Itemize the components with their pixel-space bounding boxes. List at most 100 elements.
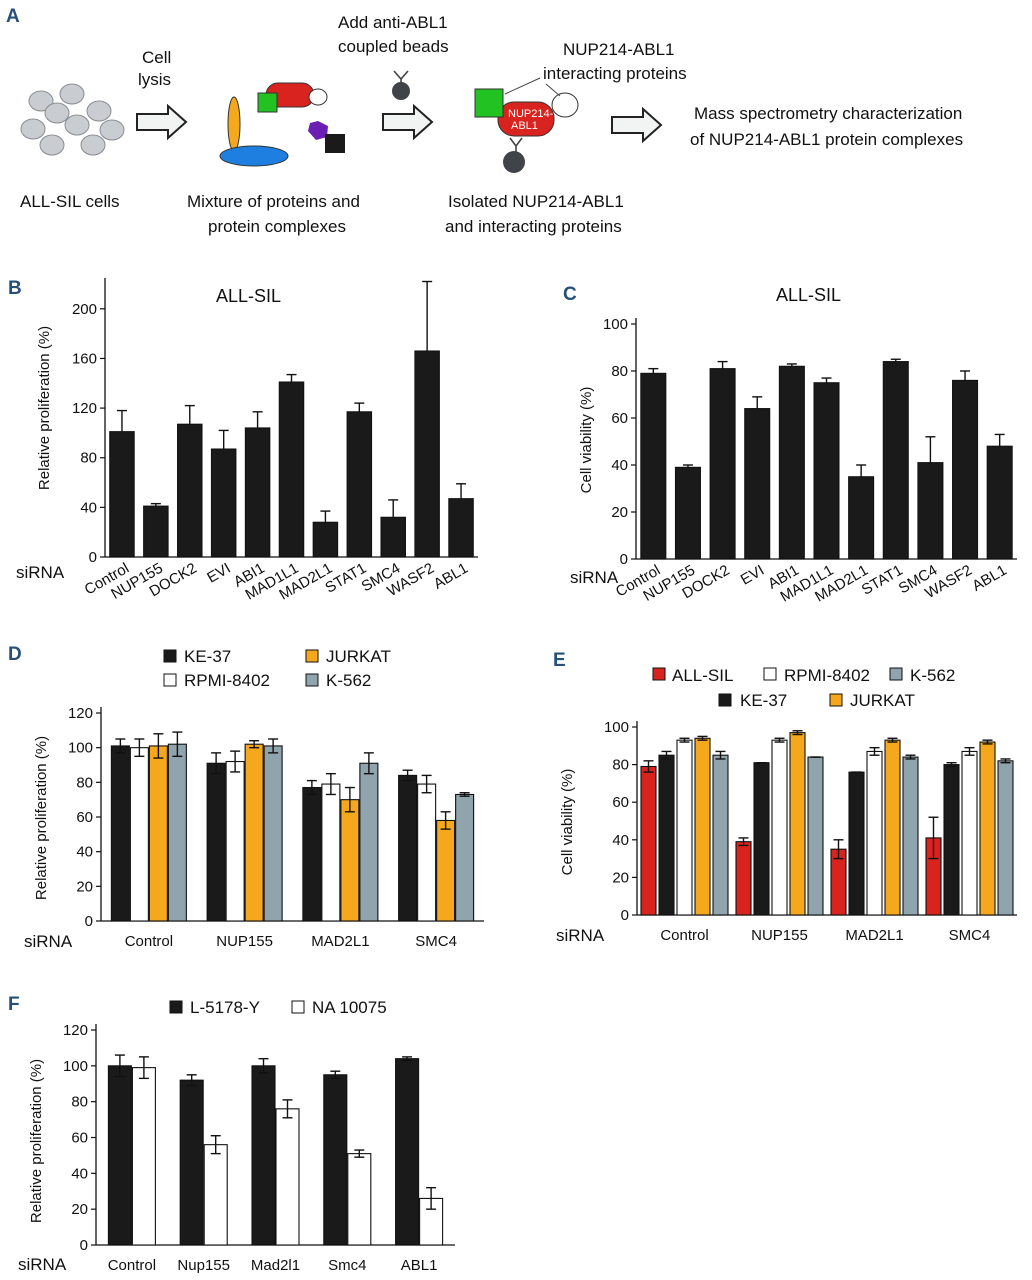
chart-e-siRNA-label: siRNA xyxy=(556,926,605,945)
error-bar xyxy=(643,760,654,773)
error-bar xyxy=(150,502,161,507)
bar-c xyxy=(952,379,979,560)
interacting-protein xyxy=(551,92,579,118)
bar-d xyxy=(244,743,264,922)
y-tick-label: 100 xyxy=(603,316,628,333)
chart-panel-b: B ALL-SIL Relative proliferation (%) siR… xyxy=(8,278,478,604)
error-bar xyxy=(286,373,297,383)
x-tick-label: Control xyxy=(108,1257,156,1274)
panel-c-letter: C xyxy=(563,284,577,305)
arrow1-line2: lysis xyxy=(138,70,171,89)
legend-label: RPMI-8402 xyxy=(784,666,870,685)
error-bar xyxy=(964,746,975,756)
error-bar xyxy=(320,510,331,523)
error-bar xyxy=(869,746,880,756)
bar-e xyxy=(640,765,657,916)
chart-c-title: ALL-SIL xyxy=(776,285,841,305)
step3-line2: and interacting proteins xyxy=(445,217,622,236)
chart-panel-e: E ALL-SIL RPMI-8402 K-562 KE-37 JURKAT C… xyxy=(553,650,1017,945)
protein-blue xyxy=(219,145,289,167)
pointer-line xyxy=(545,83,561,97)
legend-swatch xyxy=(652,667,666,681)
error-bar xyxy=(422,280,433,352)
y-tick-label: 40 xyxy=(611,457,628,474)
y-tick-label: 40 xyxy=(80,499,97,516)
step2-line1: Mixture of proteins and xyxy=(187,192,360,211)
error-bar xyxy=(928,816,939,860)
y-tick-label: 20 xyxy=(71,1201,88,1218)
x-tick-label: ABL1 xyxy=(969,562,1009,595)
bar-d xyxy=(359,762,379,922)
error-bar xyxy=(354,402,365,412)
bar-e xyxy=(902,756,919,916)
error-bar xyxy=(697,735,708,741)
error-bar xyxy=(792,730,803,736)
error-bar xyxy=(268,738,279,754)
error-bar xyxy=(833,839,844,860)
bar-e xyxy=(866,750,883,916)
error-bar xyxy=(344,786,355,813)
error-bar xyxy=(354,1149,365,1158)
bar-e xyxy=(943,764,960,916)
bar-b xyxy=(278,381,305,558)
bar-d xyxy=(455,793,475,922)
error-bar xyxy=(153,733,164,759)
error-bar xyxy=(218,429,229,450)
error-bar xyxy=(821,377,832,383)
bar-d xyxy=(436,819,456,922)
bar-b xyxy=(414,350,440,558)
legend-label: JURKAT xyxy=(850,691,915,710)
bar-b xyxy=(143,505,169,558)
arrow1-line1: Cell xyxy=(142,48,171,67)
chart-panel-c: C ALL-SIL Cell viability (%) siRNA 0 20 40… xyxy=(563,284,1017,606)
error-bar xyxy=(994,433,1005,447)
legend-label: L-5178-Y xyxy=(190,998,260,1017)
x-tick-label: ABL1 xyxy=(401,1257,438,1274)
y-tick-label: 60 xyxy=(611,410,628,427)
bar-c xyxy=(778,365,805,560)
panel-e-letter: E xyxy=(553,650,566,671)
error-bar xyxy=(252,411,263,428)
y-tick-label: 0 xyxy=(621,907,629,924)
chart-f-legend: L-5178-Y NA 10075 xyxy=(169,998,387,1017)
legend-swatch xyxy=(163,673,177,687)
protein-orange xyxy=(227,96,241,152)
bar-e xyxy=(979,741,996,916)
cell xyxy=(99,119,125,141)
arrow-1-icon xyxy=(136,103,188,141)
bar-b xyxy=(109,431,135,558)
bar-c xyxy=(882,361,909,560)
error-bar xyxy=(887,737,898,743)
error-bar xyxy=(982,739,993,745)
y-tick-label: 20 xyxy=(612,869,629,886)
y-tick-label: 0 xyxy=(620,551,628,568)
y-tick-label: 0 xyxy=(85,913,93,930)
y-tick-label: 20 xyxy=(611,504,628,521)
error-bar xyxy=(115,738,126,754)
error-bar xyxy=(230,750,241,773)
y-tick-label: 40 xyxy=(612,832,629,849)
x-tick-label: Mad2l1 xyxy=(251,1257,300,1274)
bar-d xyxy=(129,747,149,922)
legend-swatch xyxy=(305,673,319,687)
protein-purple xyxy=(308,121,328,140)
bar-d xyxy=(302,786,322,922)
error-bar xyxy=(134,738,145,758)
panel-b-letter: B xyxy=(8,278,22,299)
bar-f xyxy=(107,1065,132,1246)
bar-b xyxy=(312,521,339,558)
legend-swatch xyxy=(163,649,177,663)
bar-f xyxy=(203,1144,228,1246)
chart-d-ylabel: Relative proliferation (%) xyxy=(33,736,50,900)
step3-line1: Isolated NUP214-ABL1 xyxy=(448,192,624,211)
bar-b xyxy=(210,448,237,558)
x-tick-label: Smc4 xyxy=(328,1257,366,1274)
panel-a-workflow: A ALL-SIL cells Cell lysis Mi xyxy=(6,6,963,236)
bar-d xyxy=(398,774,418,922)
error-bar xyxy=(402,769,413,782)
x-tick-label: NUP155 xyxy=(751,927,808,944)
error-bar xyxy=(211,752,222,775)
legend-label: K-562 xyxy=(910,666,955,685)
panel-a-letter: A xyxy=(6,6,20,27)
error-bar xyxy=(905,754,916,760)
